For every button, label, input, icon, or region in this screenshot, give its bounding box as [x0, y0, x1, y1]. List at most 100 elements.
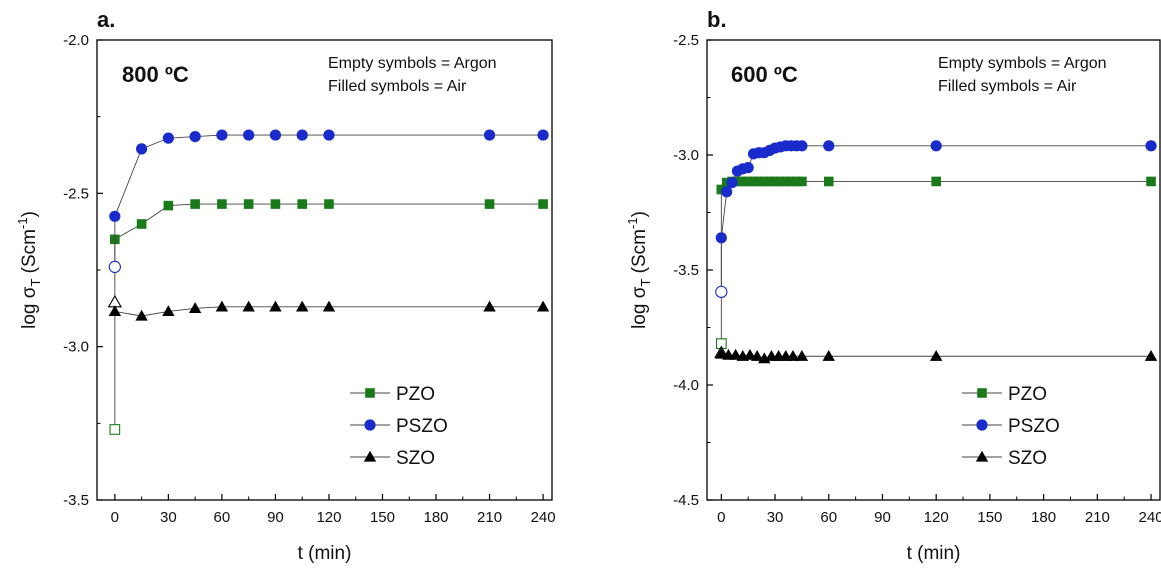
- data-point: [322, 300, 336, 312]
- y-tick-label: -2.5: [673, 32, 699, 49]
- series-szo: [107, 294, 550, 321]
- data-point: [269, 300, 282, 312]
- legend-item-pszo: PSZO: [350, 416, 448, 437]
- x-tick-label: 240: [531, 509, 556, 526]
- legend-marker: [364, 419, 376, 431]
- data-point: [750, 350, 764, 361]
- data-point: [754, 176, 764, 187]
- data-point: [215, 300, 229, 312]
- data-point: [216, 129, 228, 141]
- plot-frame: [706, 39, 1161, 501]
- x-tick-label: 150: [370, 509, 395, 526]
- data-point: [726, 177, 738, 189]
- data-point: [217, 199, 227, 209]
- legend-marker: [977, 388, 987, 398]
- y-tick-label: -3.5: [63, 492, 89, 509]
- data-point: [770, 176, 780, 187]
- data-point: [929, 350, 943, 361]
- data-point: [1144, 350, 1158, 361]
- x-tick-label: 210: [1085, 509, 1110, 526]
- data-point: [190, 199, 200, 209]
- data-point: [775, 176, 786, 187]
- y-tick-label: -4.0: [673, 377, 699, 394]
- x-tick-label: 30: [160, 509, 177, 526]
- data-point: [537, 129, 549, 141]
- x-tick-label: 90: [874, 509, 891, 526]
- argon-data-point: [715, 285, 728, 298]
- data-point: [484, 199, 495, 209]
- data-point: [738, 176, 748, 187]
- data-point: [791, 176, 802, 187]
- data-point: [295, 300, 309, 312]
- x-tick-label: 180: [1031, 509, 1056, 526]
- x-tick-label: 0: [111, 509, 119, 526]
- data-point: [822, 350, 835, 361]
- legend-item-pszo: PSZO: [962, 416, 1060, 437]
- temperature-label: 800 ºC: [122, 62, 189, 87]
- data-point: [729, 348, 742, 360]
- data-point: [795, 350, 809, 361]
- data-point: [764, 176, 775, 187]
- y-tick-label: -2.0: [63, 32, 89, 49]
- data-point: [930, 140, 942, 152]
- data-point: [483, 129, 496, 141]
- plot-frame: [96, 39, 553, 501]
- data-point: [188, 302, 202, 313]
- panel-label: a.: [97, 7, 115, 32]
- data-point: [136, 219, 147, 229]
- data-point: [136, 143, 148, 155]
- data-point: [323, 129, 335, 141]
- data-point: [189, 131, 201, 143]
- data-point: [1146, 176, 1156, 187]
- legend-marker: [975, 450, 989, 462]
- data-point: [243, 199, 254, 209]
- data-point: [742, 162, 754, 174]
- data-point: [823, 140, 835, 152]
- data-point: [786, 176, 796, 187]
- series-pzo: [715, 176, 1156, 349]
- chart-panel-1: 0 30 60 90 120 150 180 210 240 -3.5 -3.0 -2.5 -2.0 t …: [15, 7, 556, 564]
- argon-data-point: [109, 424, 121, 435]
- x-tick-label: 180: [424, 509, 449, 526]
- legend-item-szo: SZO: [962, 448, 1047, 469]
- y-axis-label: log σT (Scm-1): [625, 211, 653, 329]
- data-point: [483, 300, 496, 312]
- data-point: [324, 199, 334, 209]
- x-axis-label: t (min): [298, 543, 352, 564]
- x-tick-label: 0: [717, 509, 725, 526]
- symbol-note: Filled symbols = Air: [328, 78, 467, 95]
- legend-label: PZO: [396, 384, 435, 405]
- legend-label: PSZO: [396, 416, 448, 437]
- legend-marker: [976, 419, 988, 431]
- legend-marker: [363, 450, 377, 462]
- chart-panel-2: 0 30 60 90 120 150 180 210 240 -4.5 -4.0 -3.5 -3.0 -2…: [625, 7, 1161, 564]
- data-point: [163, 200, 174, 211]
- x-axis-label: t (min): [907, 543, 961, 564]
- legend-label: PZO: [1008, 384, 1047, 405]
- y-tick-label: -3.0: [673, 147, 699, 164]
- data-point: [270, 199, 281, 209]
- x-tick-label: 30: [767, 509, 784, 526]
- data-point: [269, 129, 282, 141]
- legend-label: PSZO: [1008, 416, 1060, 437]
- data-point: [135, 309, 148, 321]
- data-point: [297, 199, 307, 209]
- data-point: [1145, 140, 1157, 152]
- x-tick-label: 210: [477, 509, 502, 526]
- data-point: [243, 129, 255, 141]
- panel-label: b.: [707, 7, 727, 32]
- symbol-note: Filled symbols = Air: [938, 78, 1077, 95]
- data-point: [716, 184, 727, 195]
- y-tick-label: -4.5: [673, 492, 699, 509]
- series-pszo: [715, 140, 1157, 298]
- data-point: [536, 300, 550, 312]
- argon-data-point: [108, 260, 121, 274]
- series-line: [720, 145, 1152, 238]
- legend-item-pzo: PZO: [962, 384, 1047, 405]
- x-tick-label: 60: [820, 509, 837, 526]
- legend-item-szo: SZO: [350, 448, 435, 469]
- y-tick-label: -3.0: [63, 339, 89, 356]
- data-point: [759, 176, 770, 187]
- data-point: [931, 176, 941, 187]
- data-point: [162, 132, 174, 144]
